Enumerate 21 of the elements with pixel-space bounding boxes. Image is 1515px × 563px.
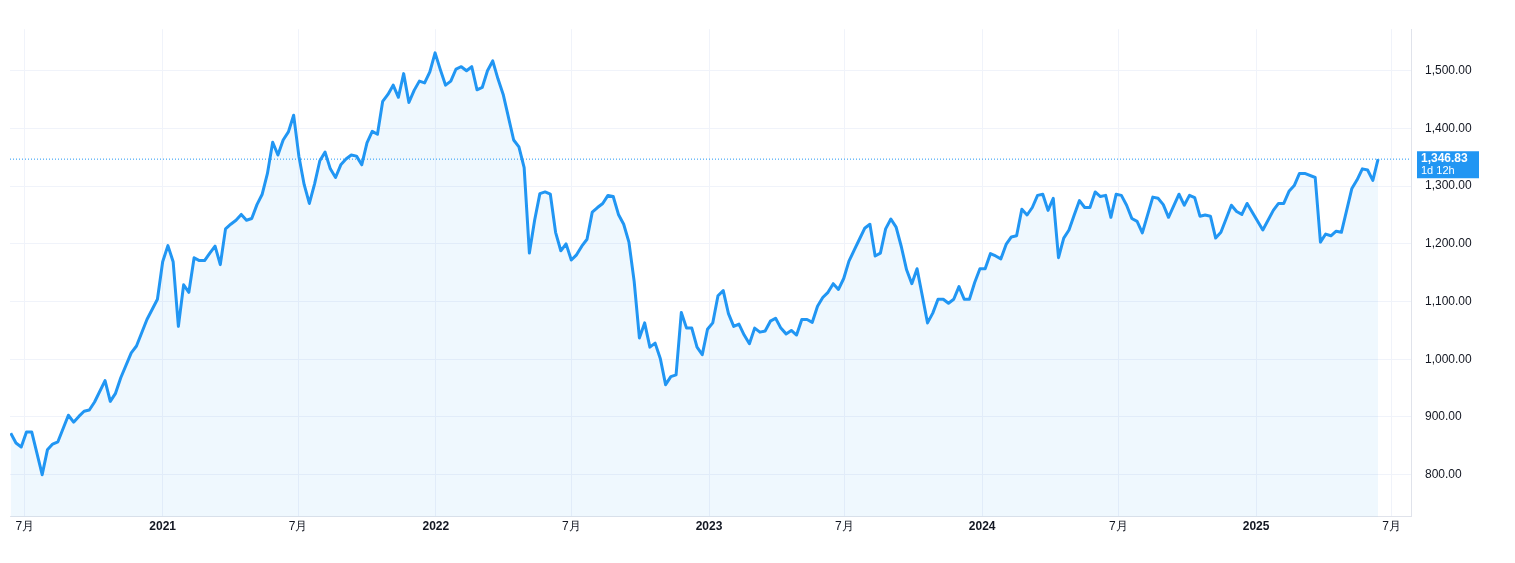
x-tick-label: 7月 <box>835 519 854 534</box>
y-tick-label: 900.00 <box>1425 409 1463 424</box>
x-tick-label: 2024 <box>968 519 996 534</box>
x-tick-label: 2025 <box>1242 519 1270 534</box>
x-tick-label: 2023 <box>695 519 723 534</box>
x-tick-label: 7月 <box>1382 519 1401 534</box>
y-tick-label: 800.00 <box>1425 466 1463 481</box>
x-tick-label: 2021 <box>149 519 177 534</box>
text: 1d 12h <box>1421 164 1455 177</box>
ref-line-label: 1,346.83 <box>1421 151 1469 166</box>
y-tick-label: 1,400.00 <box>1425 120 1473 135</box>
x-tick-label: 2022 <box>422 519 450 534</box>
y-tick-label: 1,300.00 <box>1425 178 1473 193</box>
y-tick-label: 1,100.00 <box>1425 293 1473 308</box>
x-tick-label: 7月 <box>561 519 581 534</box>
x-tick-label: 7月 <box>288 519 308 534</box>
y-tick-label: 1,200.00 <box>1425 236 1473 251</box>
y-tick-label: 1,000.00 <box>1425 351 1473 366</box>
y-tick-label: 1,500.00 <box>1425 63 1473 78</box>
x-tick-label: 7月 <box>15 519 35 534</box>
x-tick-label: 7月 <box>1109 519 1128 534</box>
